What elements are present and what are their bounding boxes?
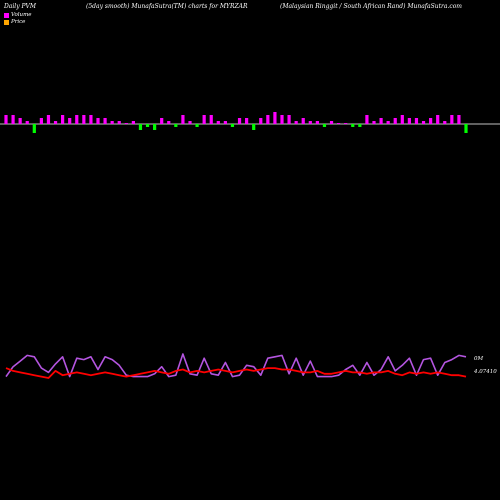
volume-bar [167, 121, 171, 124]
volume-bar [124, 123, 128, 124]
volume-bar [195, 124, 199, 127]
volume-bar [39, 118, 43, 124]
legend-price-swatch [4, 19, 9, 25]
chart-title-left: Daily PVM [4, 3, 37, 10]
volume-bar [245, 118, 249, 124]
volume-bar [322, 124, 327, 127]
volume-bar [407, 118, 411, 124]
volume-bar [329, 121, 334, 124]
volume-bar [436, 115, 440, 124]
legend-volume-swatch [4, 12, 9, 18]
volume-bar [344, 123, 348, 124]
volume-bar [153, 124, 157, 130]
volume-bar [103, 118, 107, 124]
volume-bar [11, 115, 15, 124]
volume-bar [287, 115, 291, 124]
volume-bar [315, 121, 319, 124]
volume-bar [68, 118, 72, 124]
volume-bar [82, 115, 86, 124]
volume-bar [188, 121, 192, 124]
volume-bar [117, 121, 121, 124]
volume-bar [96, 118, 100, 124]
volume-bar [131, 121, 135, 124]
volume-bar [443, 121, 447, 124]
volume-bar [450, 115, 454, 124]
volume-bar [358, 124, 362, 127]
volume-bar [138, 124, 143, 130]
price-line [5, 367, 467, 379]
volume-bar [393, 118, 397, 124]
volume-bar [421, 121, 426, 124]
volume-bar [337, 123, 341, 124]
legend-price-label: Price [11, 19, 26, 25]
volume-bar [280, 115, 284, 124]
volume-bar [273, 112, 277, 124]
volume-bar [25, 121, 29, 124]
volume-bar [181, 115, 185, 124]
volume-bar [379, 118, 383, 124]
volume-bar [259, 118, 263, 124]
volume-bar [216, 121, 220, 124]
volume-bar [61, 115, 65, 124]
volume-bar [301, 118, 305, 124]
price-axis-label: 4.07410 [474, 369, 497, 375]
volume-bar [53, 121, 58, 124]
volume-bar [308, 121, 312, 124]
volume-bar [223, 121, 227, 124]
volume-bar [18, 118, 22, 124]
volume-bar [400, 115, 404, 124]
volume-bar [414, 118, 419, 124]
volume-bar [266, 115, 270, 124]
volume-bar [110, 121, 114, 124]
legend-price: Price [4, 19, 25, 25]
volume-bar [464, 124, 468, 133]
volume-bar [209, 115, 213, 124]
volume-bar [294, 121, 298, 124]
volume-bar [457, 115, 461, 124]
volume-bar [32, 124, 36, 133]
volume-bar [145, 124, 150, 127]
volume-bar [46, 115, 51, 124]
volume-bar [4, 115, 8, 124]
volume-bar [252, 124, 256, 130]
volume-bar [429, 118, 433, 124]
volume-bar [351, 124, 355, 127]
legend-volume-label: Volume [11, 12, 32, 18]
volume-bar [386, 121, 390, 124]
volume-bar [160, 118, 164, 124]
volume-axis-label: 0M [474, 356, 484, 362]
chart-title-right: (Malaysian Ringgit / South African Rand)… [280, 3, 462, 10]
chart-title-middle: (5day smooth) MunafaSutra(TM) charts for… [86, 3, 248, 10]
volume-bar [202, 115, 206, 124]
volume-bar [75, 115, 79, 124]
volume-bar [174, 124, 178, 127]
volume-bar [365, 115, 369, 124]
volume-bar [230, 124, 235, 127]
legend-volume: Volume [4, 12, 32, 18]
smooth-price-line [5, 353, 467, 378]
volume-bar [89, 115, 93, 124]
volume-bar [237, 118, 242, 124]
volume-bar [372, 121, 376, 124]
